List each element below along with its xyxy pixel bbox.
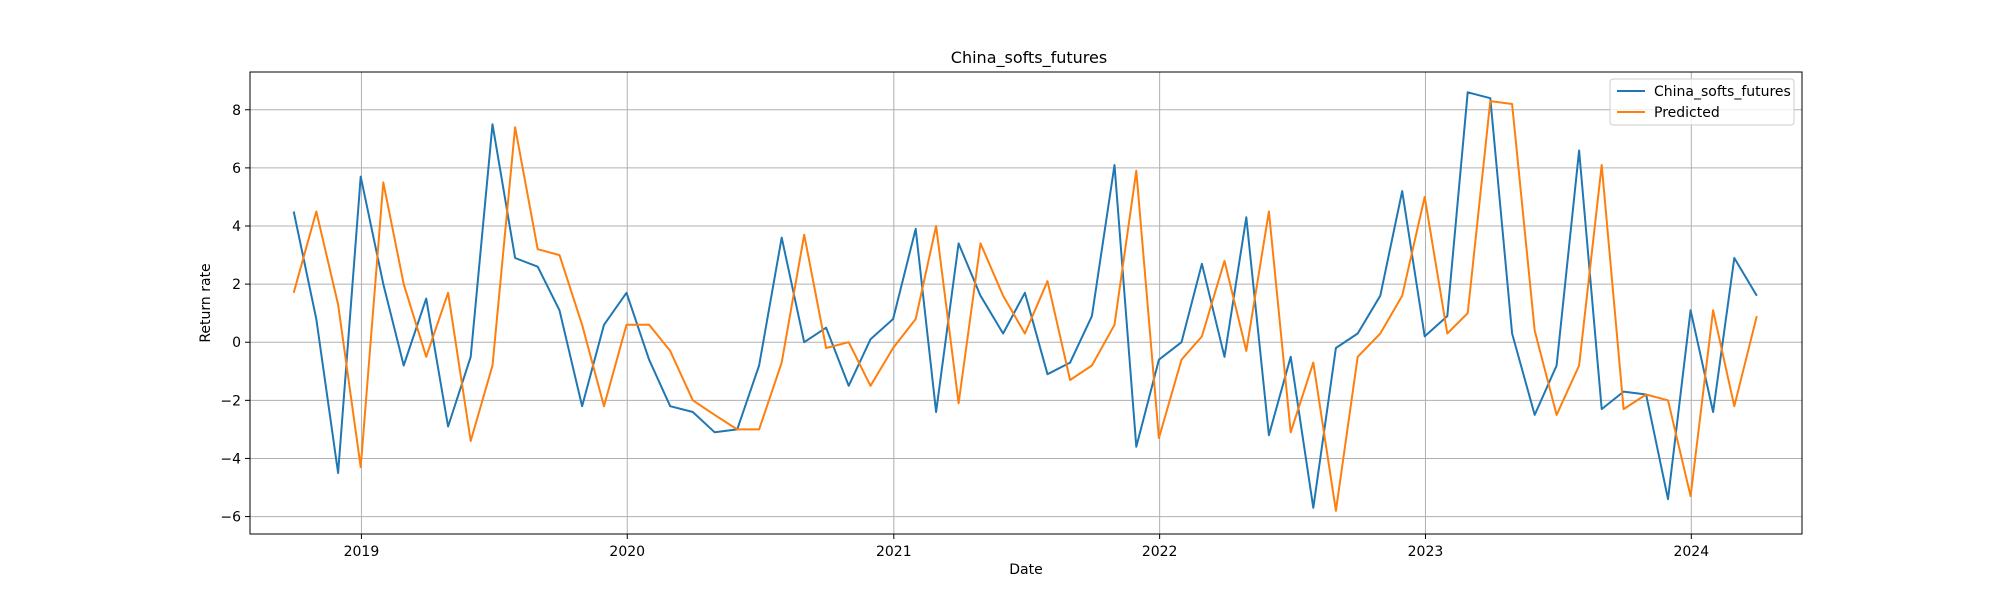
x-tick-label: 2024 — [1673, 544, 1709, 560]
x-tick-label: 2022 — [1142, 544, 1178, 560]
x-tick-label: 2023 — [1408, 544, 1444, 560]
x-tick-label: 2019 — [344, 544, 380, 560]
y-axis: −6 −4 −2 0 2 4 6 8 — [220, 103, 250, 526]
y-tick-label: −6 — [220, 510, 241, 526]
y-tick-label: −4 — [220, 451, 241, 467]
x-tick-label: 2020 — [609, 544, 645, 560]
legend-box — [1609, 78, 1795, 126]
x-tick-label: 2021 — [876, 544, 912, 560]
y-tick-label: 4 — [232, 219, 241, 235]
legend-label-predicted: Predicted — [1654, 105, 1720, 121]
grid — [250, 72, 1802, 534]
x-axis-label: Date — [1009, 562, 1042, 578]
legend-label-china-softs-futures: China_softs_futures — [1654, 84, 1791, 100]
series-line-china-softs-futures — [292, 91, 1758, 509]
y-axis-label: Return rate — [198, 263, 214, 342]
y-tick-label: 0 — [232, 335, 241, 351]
legend: China_softs_futures Predicted — [1609, 78, 1795, 126]
series-layer — [292, 91, 1758, 512]
y-tick-label: 2 — [232, 277, 241, 293]
chart-title: China_softs_futures — [951, 48, 1107, 68]
series-line-predicted — [292, 100, 1758, 512]
y-tick-label: 6 — [232, 161, 241, 177]
plot-area-frame — [249, 71, 1803, 535]
y-tick-label: −2 — [220, 393, 241, 409]
y-tick-label: 8 — [232, 103, 241, 119]
x-axis: 2019 2020 2021 2022 2023 2024 — [344, 534, 1709, 560]
